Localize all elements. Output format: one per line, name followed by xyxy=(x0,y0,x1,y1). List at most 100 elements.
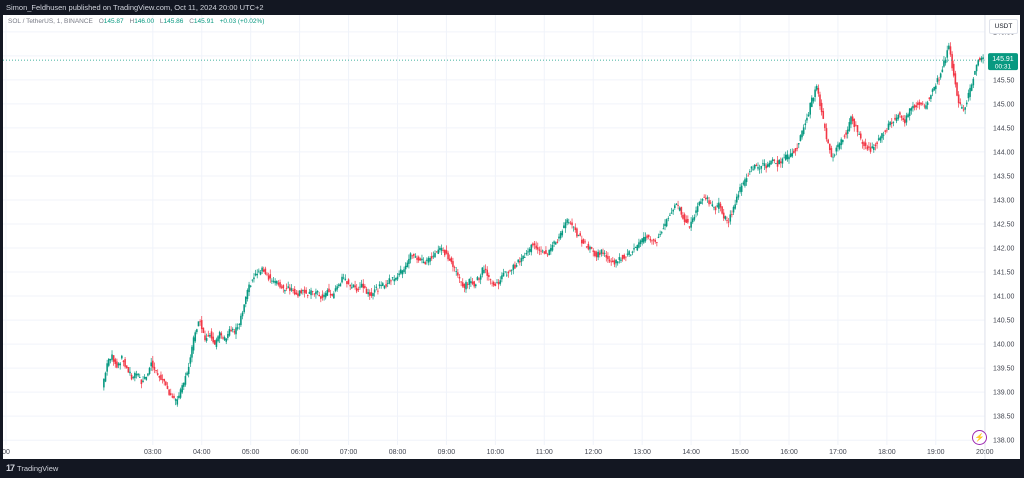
candle-body xyxy=(202,327,205,333)
candle-body xyxy=(696,206,699,212)
candle-body xyxy=(739,187,741,192)
candle-body xyxy=(843,135,846,137)
candle-body xyxy=(742,182,745,185)
candle-body xyxy=(701,198,704,201)
candle-body xyxy=(959,102,962,104)
x-tick-label: 12:00 xyxy=(584,449,602,456)
candlestick-chart[interactable]: 138.00 138.50 139.00 139.50 140.00 140.50 141.… xyxy=(2,15,1020,459)
y-tick-label: 141.00 xyxy=(993,294,1015,301)
candle-body xyxy=(858,133,860,135)
legend-close-label: C xyxy=(189,18,194,25)
candle-body xyxy=(649,238,652,241)
candle-body xyxy=(770,160,772,165)
candle-body xyxy=(517,259,520,263)
candle-body xyxy=(140,379,143,385)
candle-body xyxy=(197,321,200,327)
candle-body xyxy=(184,376,187,385)
candle-body xyxy=(745,178,748,183)
currency-selector[interactable]: USDT xyxy=(989,19,1018,34)
candle-body xyxy=(124,359,126,367)
candle-body xyxy=(807,114,810,117)
candle-body xyxy=(275,280,278,284)
candle-body xyxy=(535,245,537,249)
candle-body xyxy=(846,129,849,134)
candle-body xyxy=(440,247,443,251)
y-tick-label: 138.00 xyxy=(993,438,1015,445)
candle-body xyxy=(585,246,588,248)
candle-body xyxy=(817,87,820,94)
candle-body xyxy=(776,160,779,167)
chart-area[interactable]: 138.00 138.50 139.00 139.50 140.00 140.50 141.… xyxy=(2,15,1020,459)
x-tick-label: 10:00 xyxy=(487,449,505,456)
candle-body xyxy=(592,250,595,252)
candle-body xyxy=(548,249,550,256)
candle-body xyxy=(781,158,784,164)
candle-body xyxy=(683,214,686,222)
candle-body xyxy=(612,260,614,263)
candle-body xyxy=(318,294,320,297)
candle-body xyxy=(444,249,446,256)
last-price-value: 145.91 xyxy=(992,56,1014,63)
candle-body xyxy=(279,282,281,288)
candle-body xyxy=(351,287,353,289)
candle-body xyxy=(796,147,798,149)
candle-body xyxy=(514,264,516,269)
candle-body xyxy=(905,115,908,123)
candle-body xyxy=(577,235,580,237)
candle-body xyxy=(458,276,461,279)
candle-body xyxy=(378,284,381,287)
candle-body xyxy=(266,273,268,275)
candle-body xyxy=(775,163,777,164)
candle-body xyxy=(466,284,469,285)
grid xyxy=(3,15,986,445)
candle-body xyxy=(243,304,245,313)
tradingview-logo-icon: 17 xyxy=(6,463,15,473)
candle-body xyxy=(502,272,505,277)
candle-body xyxy=(323,294,325,297)
candle-body xyxy=(165,381,167,386)
candle-body xyxy=(452,261,454,267)
candle-body xyxy=(907,114,909,118)
y-tick-label: 140.00 xyxy=(993,342,1015,349)
countdown-value: 00:31 xyxy=(995,64,1012,71)
candle-body xyxy=(334,288,337,291)
candle-body xyxy=(209,334,211,337)
x-tick-label: 16:00 xyxy=(780,449,798,456)
candle-body xyxy=(921,103,924,105)
candle-body xyxy=(403,269,405,273)
candle-body xyxy=(499,280,502,284)
candle-body xyxy=(158,375,161,378)
candle-body xyxy=(789,153,792,158)
candle-body xyxy=(404,265,407,270)
candle-body xyxy=(731,214,733,215)
candle-body xyxy=(662,228,665,230)
candle-body xyxy=(103,378,105,388)
candle-body xyxy=(225,338,228,342)
tradingview-logo[interactable]: 17 TradingView xyxy=(6,459,58,478)
candle-body xyxy=(608,259,611,262)
candle-body xyxy=(240,315,242,326)
candle-body xyxy=(877,138,880,140)
candle-body xyxy=(590,247,593,249)
legend-high-value: 146.00 xyxy=(134,18,155,25)
candle-body xyxy=(532,243,534,246)
lightning-icon[interactable]: ⚡ xyxy=(972,430,987,445)
x-tick-label: 13:00 xyxy=(633,449,651,456)
candle-body xyxy=(928,97,931,99)
x-tick-label: 05:00 xyxy=(242,449,260,456)
candle-body xyxy=(465,282,467,290)
candle-body xyxy=(794,148,797,152)
candle-body xyxy=(915,105,918,108)
candle-body xyxy=(382,283,384,287)
candle-body xyxy=(948,45,950,50)
candle-body xyxy=(778,159,781,165)
candle-body xyxy=(419,258,422,261)
candle-body xyxy=(869,147,872,152)
candle-body xyxy=(218,332,221,339)
candle-body xyxy=(633,248,635,250)
candle-body xyxy=(828,143,831,151)
candle-body xyxy=(171,396,174,398)
candle-body xyxy=(398,273,400,276)
candle-body xyxy=(543,251,546,254)
candle-body xyxy=(222,337,224,339)
